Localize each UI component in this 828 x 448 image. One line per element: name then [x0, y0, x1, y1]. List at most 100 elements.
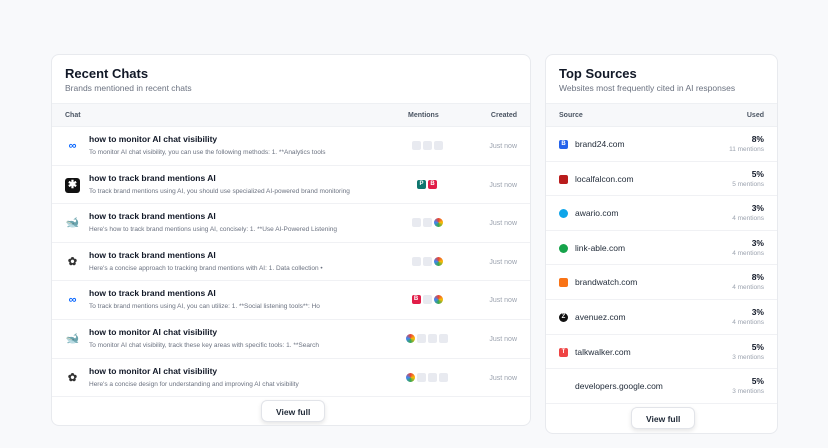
source-row[interactable]: awario.com 3% 4 mentions — [546, 196, 777, 231]
brand-mention-icon: B — [428, 179, 437, 189]
created-time: Just now — [489, 181, 517, 189]
brand-mention-icon — [417, 372, 426, 382]
view-full-chats-button[interactable]: View full — [261, 400, 326, 422]
chat-title: how to monitor AI chat visibility — [89, 134, 218, 144]
source-row[interactable]: Z avenuez.com 3% 4 mentions — [546, 300, 777, 335]
chat-preview: Here's how to track brand mentions using… — [89, 226, 338, 234]
chat-title: how to track brand mentions AI — [89, 249, 216, 260]
mentions: B — [402, 295, 452, 305]
favicon-icon — [559, 382, 568, 392]
chat-row[interactable]: 🐋 how to monitor AI chat visibility To m… — [52, 320, 530, 359]
chat-preview: To track brand mentions using AI, you ca… — [89, 303, 320, 311]
meta-icon: ∞ — [68, 140, 77, 152]
source-percent: 8% — [751, 272, 764, 283]
source-percent: 3% — [751, 306, 764, 317]
brand-mention-icon — [439, 372, 448, 382]
favicon-icon: B — [559, 140, 568, 149]
recent-chats-title: Recent Chats — [65, 66, 149, 81]
mentions — [402, 333, 452, 343]
source-mentions: 3 mentions — [732, 388, 764, 396]
chat-title: how to monitor AI chat visibility — [89, 326, 218, 337]
col-chat: Chat — [65, 112, 81, 119]
source-name: developers.google.com — [575, 381, 663, 392]
favicon-icon — [559, 209, 568, 219]
source-mentions: 5 mentions — [732, 180, 764, 188]
source-row[interactable]: developers.google.com 5% 3 mentions — [546, 369, 777, 404]
brand-mention-icon — [422, 295, 432, 305]
chat-row[interactable]: ∞ how to track brand mentions AI To trac… — [52, 281, 530, 320]
source-row[interactable]: link-able.com 3% 4 mentions — [546, 231, 777, 266]
brand-mention-icon — [433, 295, 443, 305]
source-percent: 5% — [751, 341, 764, 352]
view-full-sources-button[interactable]: View full — [631, 407, 696, 429]
openai-icon: ✿ — [67, 371, 78, 384]
table-header: Chat Mentions Created — [52, 103, 530, 127]
created-time: Just now — [489, 374, 517, 382]
chat-row[interactable]: ✿ how to track brand mentions AI Here's … — [52, 243, 530, 282]
table-header: Source Used — [546, 103, 777, 127]
favicon-icon: T — [559, 347, 568, 357]
mentions — [402, 218, 452, 228]
created-time: Just now — [489, 297, 517, 305]
brand-mention-icon — [428, 333, 437, 343]
source-name: talkwalker.com — [575, 346, 631, 357]
source-percent: 5% — [751, 376, 764, 387]
source-percent: 5% — [751, 168, 764, 179]
source-name: localfalcon.com — [575, 173, 634, 184]
mentions — [402, 256, 452, 266]
mentions — [402, 141, 452, 150]
chat-title: how to track brand mentions AI — [89, 211, 216, 222]
source-row[interactable]: localfalcon.com 5% 5 mentions — [546, 162, 777, 197]
created-time: Just now — [489, 143, 517, 150]
col-source: Source — [559, 112, 583, 119]
chat-preview: Here's a concise approach to tracking br… — [89, 264, 323, 272]
brand-mention-icon — [433, 218, 443, 228]
chat-title: how to monitor AI chat visibility — [89, 365, 218, 376]
deepseek-icon: 🐋 — [65, 332, 80, 345]
top-sources-card: Top Sources Websites most frequently cit… — [545, 54, 778, 434]
chat-preview: To monitor AI chat visibility, track the… — [89, 341, 320, 349]
created-time: Just now — [489, 335, 517, 343]
deepseek-icon: 🐋 — [65, 217, 80, 230]
source-mentions: 11 mentions — [729, 146, 764, 153]
favicon-icon: Z — [559, 312, 568, 322]
source-percent: 8% — [751, 134, 764, 144]
brand-mention-icon — [411, 256, 421, 266]
source-row[interactable]: T talkwalker.com 5% 3 mentions — [546, 335, 777, 370]
chat-preview: To monitor AI chat visibility, you can u… — [89, 149, 326, 156]
chat-title: how to track brand mentions AI — [89, 288, 216, 299]
chat-row[interactable]: ∞ how to monitor AI chat visibility To m… — [52, 127, 530, 166]
perplexity-icon: ✱ — [65, 177, 80, 193]
brand-mention-icon — [417, 333, 426, 343]
source-name: avenuez.com — [575, 311, 626, 322]
brand-mention-icon — [411, 141, 421, 150]
brand-mention-icon — [422, 256, 432, 266]
source-row[interactable]: B brand24.com 8% 11 mentions — [546, 127, 777, 162]
brand-mention-icon — [411, 218, 421, 228]
created-time: Just now — [489, 258, 517, 266]
brand-mention-icon: B — [411, 295, 421, 305]
favicon-icon — [559, 174, 568, 184]
brand-mention-icon — [422, 218, 432, 228]
source-row[interactable]: brandwatch.com 8% 4 mentions — [546, 265, 777, 300]
source-name: brand24.com — [575, 139, 625, 149]
source-percent: 3% — [751, 237, 764, 248]
chat-row[interactable]: 🐋 how to track brand mentions AI Here's … — [52, 204, 530, 243]
brand-mention-icon — [422, 141, 432, 150]
created-time: Just now — [489, 220, 517, 228]
brand-mention-icon — [439, 333, 448, 343]
chat-row[interactable]: ✿ how to monitor AI chat visibility Here… — [52, 359, 530, 398]
source-mentions: 4 mentions — [732, 215, 764, 223]
top-sources-title: Top Sources — [559, 66, 637, 81]
favicon-icon — [559, 278, 568, 288]
chat-row[interactable]: ✱ how to track brand mentions AI To trac… — [52, 166, 530, 205]
chat-title: how to track brand mentions AI — [89, 172, 216, 183]
source-name: brandwatch.com — [575, 277, 638, 288]
openai-icon: ✿ — [67, 255, 78, 268]
col-used: Used — [746, 112, 764, 119]
top-sources-subtitle: Websites most frequently cited in AI res… — [559, 83, 736, 93]
source-mentions: 3 mentions — [732, 353, 764, 361]
brand-mention-icon — [406, 372, 415, 382]
source-percent: 3% — [751, 203, 764, 214]
